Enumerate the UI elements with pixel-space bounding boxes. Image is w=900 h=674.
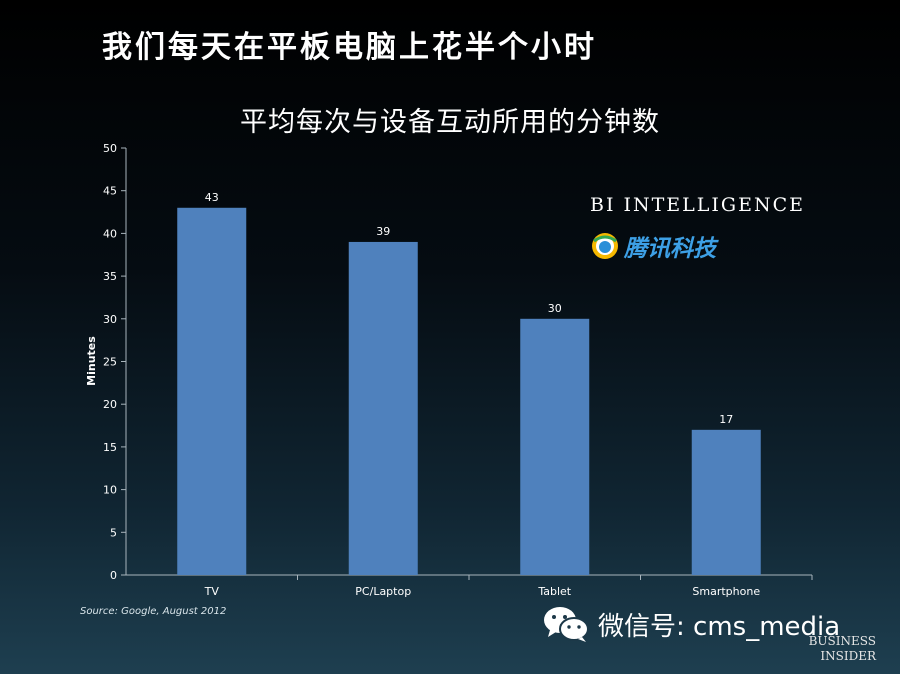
x-axis: TV PC/Laptop Tablet Smartphone <box>126 574 813 598</box>
y-tick-label: 10 <box>103 484 117 497</box>
business-insider-logo: BUSINESS INSIDER <box>806 634 876 664</box>
x-tick-label: Smartphone <box>692 585 760 598</box>
bar <box>177 207 247 575</box>
y-tick-label: 5 <box>110 526 117 539</box>
wechat-icon <box>544 607 589 642</box>
data-label: 39 <box>376 225 390 238</box>
y-tick-label: 20 <box>103 398 117 411</box>
data-label: 30 <box>548 302 562 315</box>
data-labels: 43 39 30 17 <box>205 191 734 426</box>
page-title: 我们每天在平板电脑上花半个小时 <box>102 30 597 65</box>
y-tick-label: 45 <box>103 185 117 198</box>
bar <box>691 429 761 575</box>
tencent-tech-logo: 腾讯科技 <box>590 226 716 266</box>
y-tick-label: 50 <box>103 142 117 155</box>
wechat-id-text: 微信号: cms_media <box>598 611 841 642</box>
y-tick-label: 40 <box>103 227 117 240</box>
x-tick-label: TV <box>204 585 220 598</box>
data-label: 17 <box>719 413 733 426</box>
wechat-id: 微信号: cms_media <box>542 604 840 644</box>
bar <box>348 241 418 575</box>
y-tick-label: 25 <box>103 356 117 369</box>
tencent-penguin-icon <box>592 233 618 259</box>
chart-title: 平均每次与设备互动所用的分钟数 <box>240 107 660 138</box>
source-note: Source: Google, August 2012 <box>80 606 227 617</box>
y-tick-label: 15 <box>103 441 117 454</box>
bar <box>520 318 590 575</box>
y-tick-label: 0 <box>110 569 117 582</box>
y-axis-label: Minutes <box>85 336 98 386</box>
bi-intelligence-logo: BI INTELLIGENCE <box>590 194 805 216</box>
y-tick-label: 30 <box>103 313 117 326</box>
x-tick-label: Tablet <box>537 585 571 598</box>
bars <box>177 207 761 575</box>
business-insider-line-1: BUSINESS <box>808 634 876 648</box>
data-label: 43 <box>205 191 219 204</box>
y-axis: 0 5 10 15 20 25 30 35 40 45 50 <box>103 142 127 582</box>
tencent-tech-text: 腾讯科技 <box>624 236 716 262</box>
x-tick-label: PC/Laptop <box>355 585 411 598</box>
business-insider-line-2: INSIDER <box>820 649 876 663</box>
y-tick-label: 35 <box>103 270 117 283</box>
